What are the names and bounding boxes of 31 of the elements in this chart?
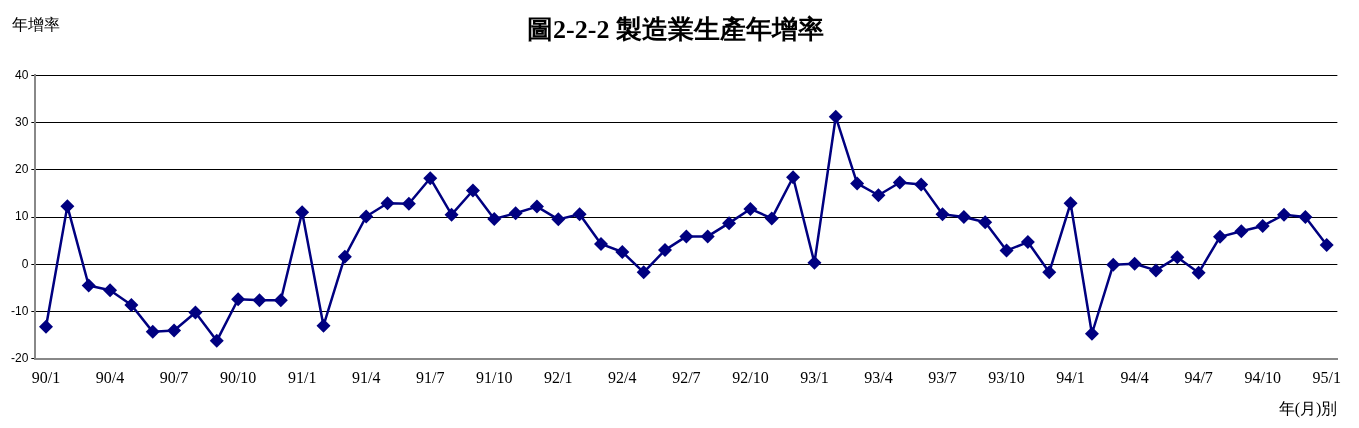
x-tick-label: 94/7 <box>1184 368 1213 386</box>
x-tick-label: 94/10 <box>1244 368 1281 386</box>
y-tick-label: 30 <box>14 114 29 129</box>
y-tick-label: 0 <box>21 256 29 271</box>
x-tick-label: 91/7 <box>416 368 445 386</box>
y-tick-label: -20 <box>11 351 29 366</box>
x-tick-label: 93/7 <box>928 368 957 386</box>
y-tick-label: -10 <box>11 303 29 318</box>
y-tick-label: 10 <box>14 209 29 224</box>
x-tick-label: 94/4 <box>1120 368 1149 386</box>
x-tick-label: 92/10 <box>732 368 769 386</box>
y-tick-label: 40 <box>14 67 29 82</box>
y-axis-title: 年增率 <box>12 16 60 34</box>
x-tick-label: 93/4 <box>864 368 893 386</box>
x-tick-label: 92/4 <box>608 368 637 386</box>
x-tick-label: 93/10 <box>988 368 1025 386</box>
x-tick-label: 90/7 <box>159 368 189 386</box>
x-tick-label: 90/10 <box>219 368 257 386</box>
x-tick-label: 95/1 <box>1312 368 1341 386</box>
x-tick-label: 92/7 <box>672 368 701 386</box>
x-tick-label: 90/1 <box>31 368 61 386</box>
y-tick-label: 20 <box>14 162 29 177</box>
x-tick-label: 91/1 <box>287 368 317 386</box>
chart-title: 圖2-2-2 製造業生產年增率 <box>527 15 824 45</box>
x-tick-label: 91/10 <box>476 368 513 386</box>
x-tick-label: 92/1 <box>544 368 573 386</box>
x-tick-label: 94/1 <box>1056 368 1085 386</box>
x-tick-label: 91/4 <box>351 368 381 386</box>
x-tick-label: 90/4 <box>95 368 125 386</box>
x-tick-label: 93/1 <box>800 368 829 386</box>
x-axis-title: 年(月)別 <box>1278 400 1338 419</box>
